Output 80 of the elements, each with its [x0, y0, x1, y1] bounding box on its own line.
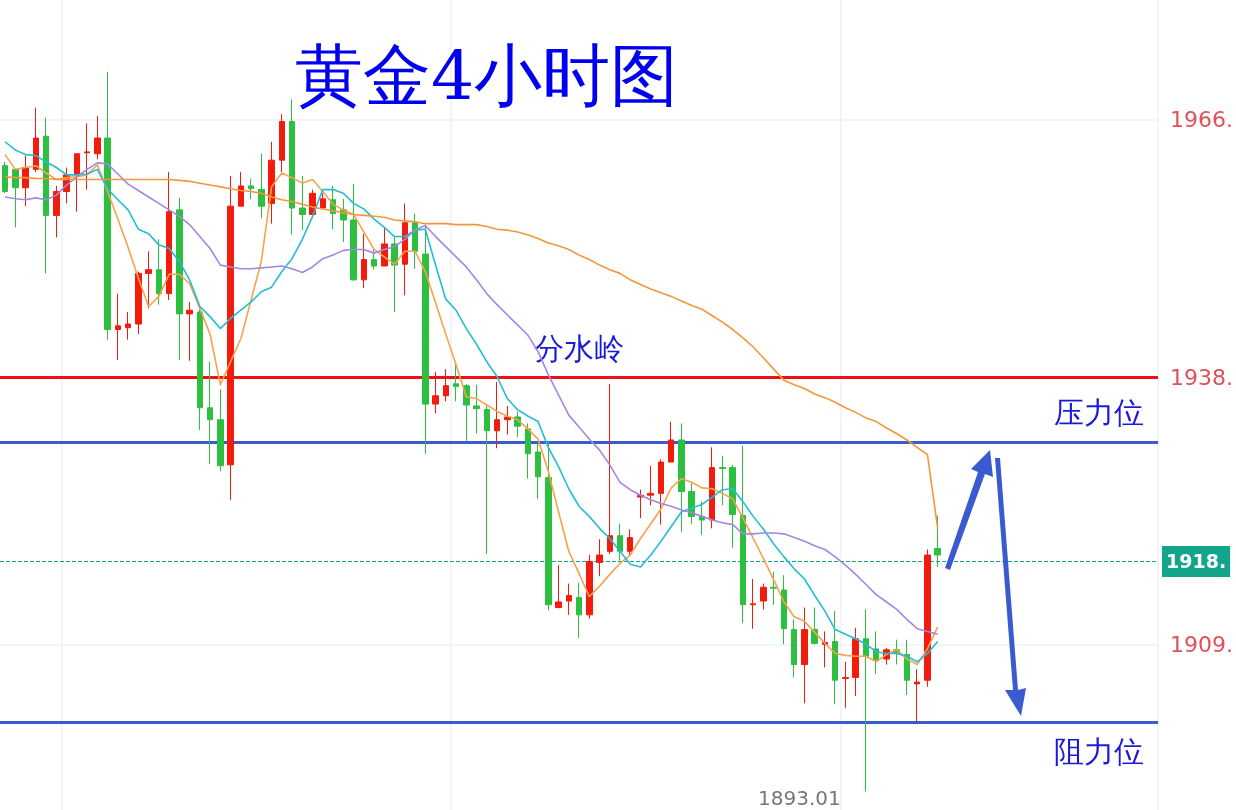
- y-tick-label: 1938.: [1170, 364, 1233, 390]
- candlestick: [791, 618, 797, 678]
- candlestick: [750, 578, 756, 630]
- candlestick: [473, 384, 480, 435]
- candlestick: [770, 571, 777, 606]
- candlestick: [320, 192, 326, 209]
- candlestick: [94, 115, 101, 160]
- ref-line-label: 压力位: [1054, 395, 1145, 431]
- candlestick: [207, 361, 213, 465]
- text: 黄金4小时图: [295, 35, 679, 115]
- candlestick: [125, 311, 131, 341]
- candlestick: [647, 465, 654, 506]
- candlestick: [361, 233, 367, 289]
- candlestick: [453, 363, 459, 402]
- line-series: [4, 175, 939, 530]
- candlestick: [84, 122, 90, 191]
- candlestick: [852, 627, 859, 697]
- candlestick: [494, 381, 500, 449]
- candlestick: [719, 455, 726, 506]
- candlestick: [12, 167, 19, 228]
- y-tick-label: 1909.: [1170, 631, 1233, 657]
- candlestick: [525, 422, 531, 480]
- candlestick: [914, 668, 920, 724]
- candlestick: [760, 583, 767, 610]
- candlestick: [104, 71, 111, 341]
- candlestick: [617, 523, 623, 562]
- candlestick: [934, 514, 941, 568]
- annotation: 1893.01: [758, 786, 841, 810]
- candlestick: [176, 197, 183, 361]
- candlestick: [422, 224, 429, 455]
- candlestick: [156, 238, 162, 306]
- candlestick: [350, 183, 357, 282]
- candlestick: [279, 113, 285, 173]
- candlestick: [217, 388, 224, 472]
- candlestick: [74, 153, 80, 213]
- y-tick-label: 1966.: [1170, 107, 1233, 133]
- candlestick: [166, 171, 172, 301]
- candlestick: [371, 248, 377, 271]
- candlestick: [504, 405, 511, 435]
- candlestick: [289, 98, 295, 236]
- candlestick: [842, 661, 849, 709]
- candlestick: [924, 549, 931, 688]
- candlestick: [186, 301, 193, 362]
- ref-line-label: 分水岭: [534, 330, 625, 366]
- candlestick: [115, 293, 121, 361]
- candlestick: [22, 155, 29, 207]
- candlestick: [299, 175, 306, 231]
- candlestick: [863, 608, 869, 792]
- candlestick: [566, 583, 572, 616]
- candlestick: [53, 185, 60, 238]
- candlestick: [822, 630, 828, 668]
- ref-line-label: 1918.: [1166, 550, 1227, 573]
- candlestick: [596, 538, 603, 577]
- candlestick: [238, 171, 244, 207]
- candlestick: [678, 422, 685, 533]
- candlestick: [586, 554, 593, 620]
- candlestick: [248, 178, 254, 200]
- candlestick: [607, 383, 613, 555]
- candlestick: [135, 271, 142, 335]
- candlestick: [576, 582, 582, 639]
- candlestick: [2, 161, 8, 194]
- candlestick: [627, 528, 633, 556]
- candlestick: [801, 607, 808, 704]
- candlestick: [545, 440, 552, 611]
- candlestick: [145, 250, 152, 309]
- candlestick: [832, 610, 838, 705]
- candlestick: [412, 213, 418, 270]
- candlestick: [197, 307, 203, 431]
- candlestick: [781, 574, 787, 645]
- candlestick: [658, 458, 664, 526]
- candlestick: [258, 153, 265, 219]
- candlestick: [43, 117, 49, 274]
- candlestick: [535, 443, 541, 500]
- ref-line-label: 阻力位: [1054, 734, 1145, 770]
- candlestick: [33, 107, 39, 173]
- candlestick: [668, 421, 674, 463]
- candlestick: [484, 404, 490, 555]
- candlestick: [709, 446, 715, 529]
- candlestick: [740, 445, 746, 624]
- candlestick: [555, 564, 562, 609]
